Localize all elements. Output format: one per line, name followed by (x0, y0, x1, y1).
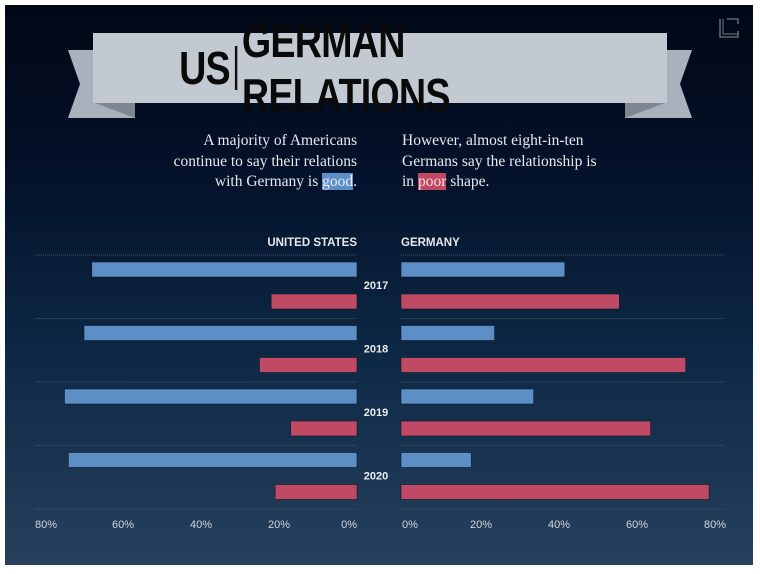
us-blurb-end: . (353, 173, 357, 190)
germany-blurb-end: shape. (446, 173, 490, 190)
us-good-bar-2020 (68, 452, 358, 468)
year-label-2019: 2019 (364, 407, 388, 419)
us-axis-tick-label: 20% (268, 519, 290, 531)
us-poor-bar-2018 (259, 357, 358, 373)
us-axis-tick-label: 0% (341, 519, 357, 531)
title-divider (234, 46, 237, 90)
us-axis-tick-label: 80% (35, 519, 57, 531)
germany-good-bar-2017 (400, 261, 566, 278)
title-left: US (179, 42, 231, 94)
germany-blurb-text: However, almost eight-in-ten Germans say… (402, 132, 597, 190)
good-highlight: good (322, 173, 354, 190)
frame-corner-icon[interactable] (719, 18, 739, 38)
germany-good-bar-2018 (400, 325, 495, 341)
germany-good-bar-2019 (400, 388, 534, 405)
us-good-bar-2018 (83, 325, 358, 341)
germany-poor-bar-2018 (400, 357, 687, 373)
page-title: US GERMAN RELATIONS (179, 15, 581, 121)
us-panel-header: UNITED STATES (267, 237, 357, 249)
ribbon-left-fold (95, 103, 135, 118)
year-label-2017: 2017 (364, 280, 388, 292)
us-blurb: A majority of Americans continue to say … (157, 131, 357, 193)
germany-poor-bar-2019 (400, 420, 651, 437)
germany-axis-tick-label: 20% (470, 519, 492, 531)
us-poor-bar-2020 (274, 484, 358, 500)
year-label-2020: 2020 (364, 471, 388, 483)
germany-axis-tick-label: 40% (548, 519, 570, 531)
us-blurb-text: A majority of Americans continue to say … (173, 132, 357, 190)
title-ribbon (68, 33, 692, 118)
us-poor-bar-2019 (290, 420, 358, 437)
ribbon-right-fold (625, 103, 665, 118)
germany-axis-tick-label: 0% (402, 519, 418, 531)
us-poor-bar-2017 (270, 293, 358, 310)
us-good-bar-2017 (91, 261, 358, 278)
ribbon-banner (93, 33, 667, 103)
us-axis-tick-label: 60% (112, 519, 134, 531)
germany-axis-tick-label: 60% (626, 519, 648, 531)
us-good-bar-2019 (64, 388, 358, 405)
title-right: GERMAN RELATIONS (241, 15, 451, 121)
germany-panel-header: GERMANY (401, 237, 460, 249)
year-label-2018: 2018 (364, 344, 388, 356)
poor-highlight: poor (417, 173, 447, 190)
germany-poor-bar-2017 (400, 293, 620, 310)
germany-poor-bar-2020 (400, 484, 710, 500)
germany-axis-tick-label: 80% (704, 519, 726, 531)
germany-blurb: However, almost eight-in-ten Germans say… (402, 131, 602, 193)
us-axis-tick-label: 40% (190, 519, 212, 531)
germany-good-bar-2020 (400, 452, 472, 468)
